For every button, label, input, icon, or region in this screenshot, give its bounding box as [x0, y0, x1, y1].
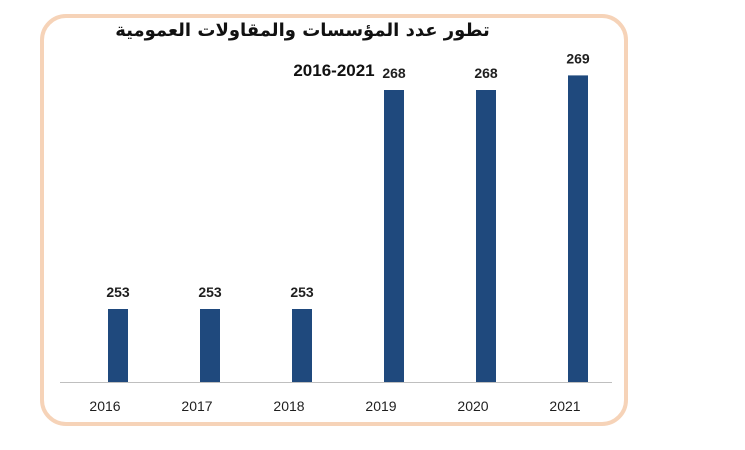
tick-labels-layer: 2016 2017 2018 2019 2020 2021: [89, 398, 580, 414]
bar-2016: [108, 309, 128, 382]
chart-subtitle: 2016-2021: [293, 61, 375, 80]
value-label-2019: 268: [382, 65, 406, 81]
value-label-2017: 253: [198, 284, 222, 300]
x-tick-label-2020: 2020: [457, 398, 488, 414]
bar-2021: [568, 75, 588, 383]
bars-layer: [108, 75, 588, 383]
x-tick-label-2017: 2017: [181, 398, 212, 414]
bar-2020: [476, 90, 496, 382]
value-labels-layer: 253 253 253 268 268 269: [106, 50, 590, 300]
value-label-2016: 253: [106, 284, 130, 300]
x-tick-label-2019: 2019: [365, 398, 396, 414]
value-label-2021: 269: [566, 50, 590, 66]
value-label-2018: 253: [290, 284, 314, 300]
chart-frame: [40, 14, 628, 426]
chart-title: تطور عدد المؤسسات والمقاولات العمومية: [115, 20, 490, 41]
x-tick-label-2018: 2018: [273, 398, 304, 414]
bar-2017: [200, 309, 220, 382]
value-label-2020: 268: [474, 65, 498, 81]
x-tick-label-2021: 2021: [549, 398, 580, 414]
bar-2019: [384, 90, 404, 382]
bar-2018: [292, 309, 312, 382]
x-tick-label-2016: 2016: [89, 398, 120, 414]
